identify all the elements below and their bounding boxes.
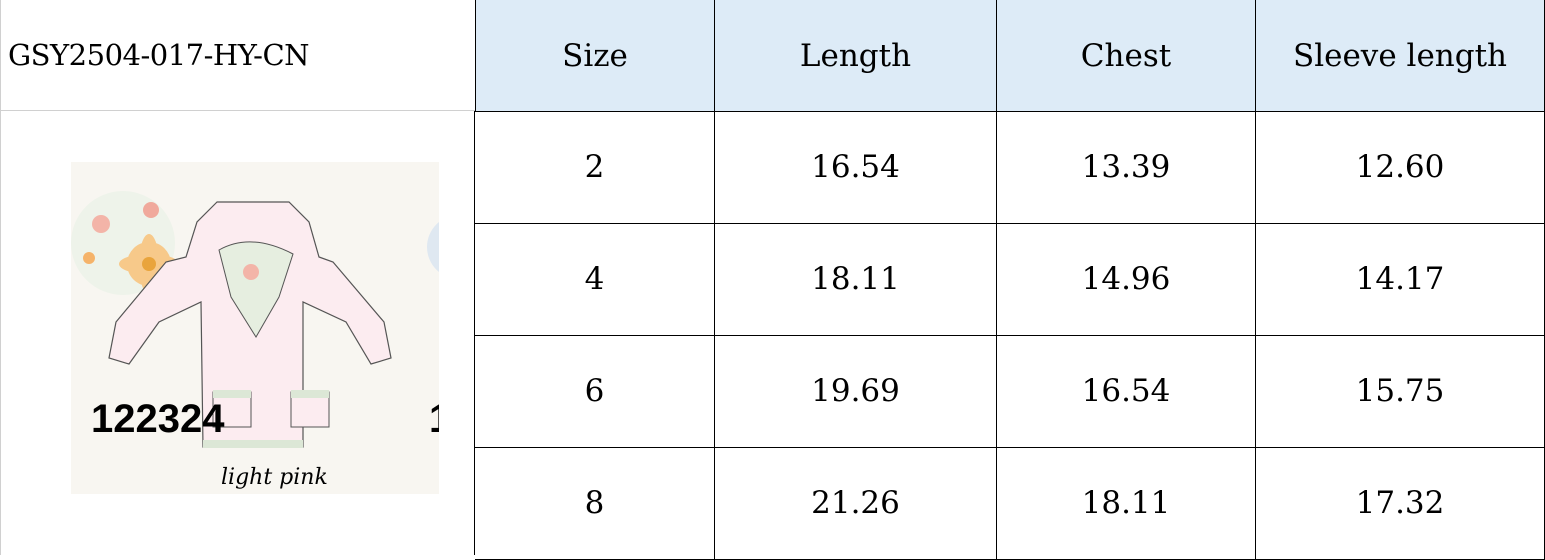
- cell-size[interactable]: 4: [475, 223, 715, 336]
- cell-sleeve-length[interactable]: 15.75: [1256, 335, 1545, 448]
- cell-chest[interactable]: 14.96: [997, 223, 1256, 336]
- product-image-cell[interactable]: [0, 111, 475, 555]
- cell-sleeve-length[interactable]: 12.60: [1256, 111, 1545, 224]
- color-name: light pink: [221, 465, 328, 490]
- cell-sleeve-length[interactable]: 17.32: [1256, 447, 1545, 560]
- cell-length[interactable]: 19.69: [715, 335, 997, 448]
- label-number: 122324: [91, 397, 225, 441]
- cell-size[interactable]: 2: [475, 111, 715, 224]
- cell-chest[interactable]: 13.39: [997, 111, 1256, 224]
- product-code: GSY2504-017-HY-CN: [8, 38, 310, 72]
- header-chest[interactable]: Chest: [997, 0, 1256, 112]
- cell-sleeve-length[interactable]: 14.17: [1256, 223, 1545, 336]
- cell-size[interactable]: 6: [475, 335, 715, 448]
- header-sleeve-length[interactable]: Sleeve length: [1256, 0, 1545, 112]
- product-image: 122324 1 light pink: [71, 162, 439, 494]
- cell-length[interactable]: 18.11: [715, 223, 997, 336]
- cell-length[interactable]: 16.54: [715, 111, 997, 224]
- header-size[interactable]: Size: [475, 0, 715, 112]
- cell-chest[interactable]: 18.11: [997, 447, 1256, 560]
- cell-size[interactable]: 8: [475, 447, 715, 560]
- cell-length[interactable]: 21.26: [715, 447, 997, 560]
- svg-text:1: 1: [429, 397, 439, 441]
- product-code-cell[interactable]: GSY2504-017-HY-CN: [0, 0, 475, 111]
- header-length[interactable]: Length: [715, 0, 997, 112]
- cell-chest[interactable]: 16.54: [997, 335, 1256, 448]
